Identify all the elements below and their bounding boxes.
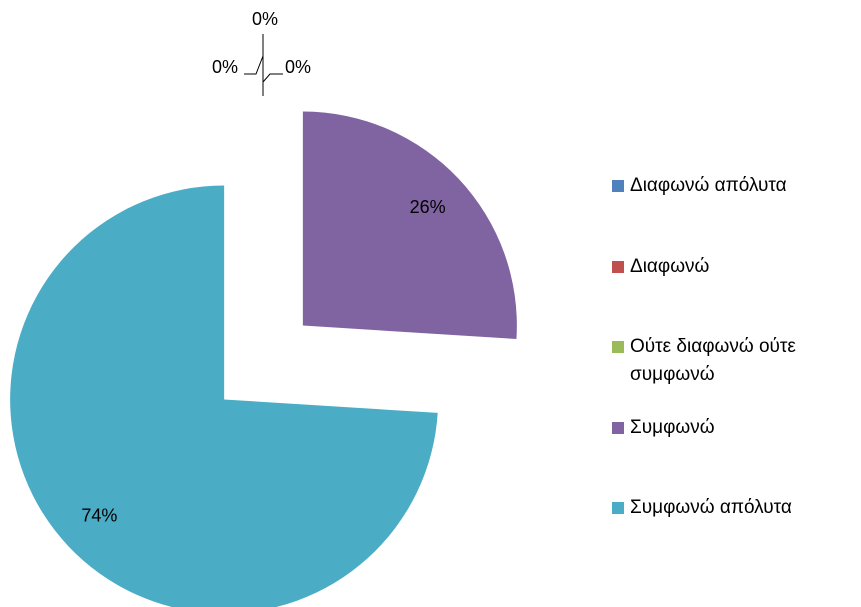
legend-swatch xyxy=(612,260,624,273)
data-label: 26% xyxy=(410,197,446,217)
legend-swatch xyxy=(612,341,624,353)
pie-slice xyxy=(10,185,438,607)
legend-label: Συμφωνώ απόλυτα xyxy=(630,497,792,518)
legend-label: Συμφωνώ xyxy=(630,416,715,438)
legend-item: Ούτε διαφωνώ ούτε συμφωνώ xyxy=(612,333,861,389)
data-label: 0% xyxy=(212,57,238,77)
legend-label: Ούτε διαφωνώ ούτε συμφωνώ xyxy=(630,336,796,385)
leader-line xyxy=(262,73,283,83)
leader-line xyxy=(244,55,264,96)
data-label: 0% xyxy=(252,9,278,29)
legend-swatch xyxy=(612,421,624,434)
legend-item: Διαφωνώ xyxy=(612,253,861,281)
pie-slice xyxy=(302,111,517,339)
legend-label: Διαφωνώ απόλυτα xyxy=(630,175,787,196)
legend-item: Συμφωνώ απόλυτα xyxy=(612,494,861,522)
legend-swatch xyxy=(612,180,624,192)
data-label: 74% xyxy=(81,505,117,525)
data-label: 0% xyxy=(285,57,311,77)
legend-item: Συμφωνώ xyxy=(612,414,861,442)
legend-item: Διαφωνώ απόλυτα xyxy=(612,172,861,200)
legend-swatch xyxy=(612,502,624,514)
legend-label: Διαφωνώ xyxy=(630,255,710,277)
